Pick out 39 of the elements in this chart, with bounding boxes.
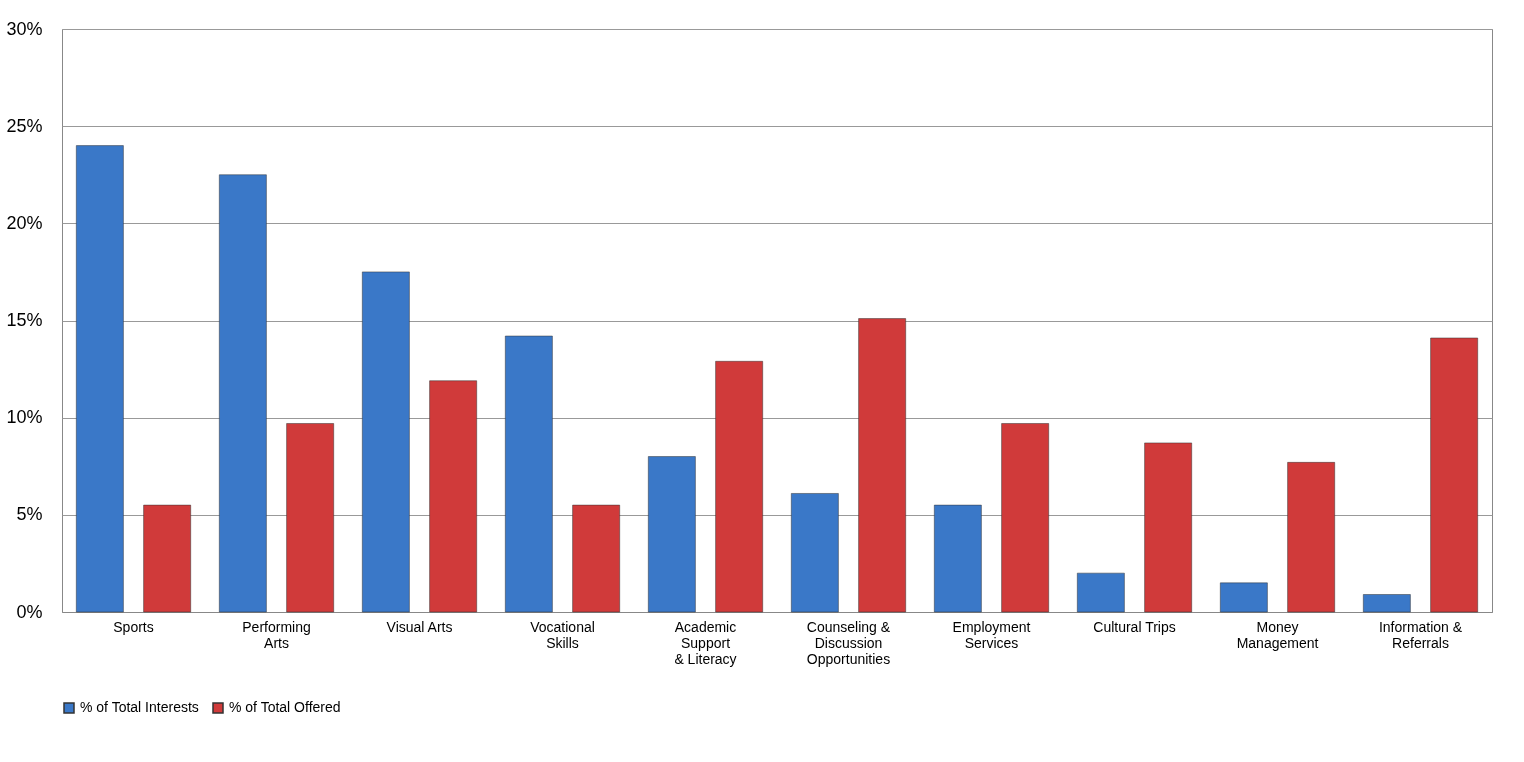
x-tick-label: Sports bbox=[113, 618, 154, 635]
bar bbox=[1144, 442, 1192, 613]
bar bbox=[429, 380, 477, 613]
bar bbox=[143, 504, 191, 613]
bar bbox=[362, 271, 410, 613]
y-tick-label: 5% bbox=[16, 504, 43, 525]
bar bbox=[572, 504, 620, 613]
y-tick-label: 0% bbox=[16, 601, 43, 622]
x-tick-label: Information & Referrals bbox=[1378, 618, 1463, 651]
bar bbox=[648, 456, 696, 613]
y-tick-label: 25% bbox=[6, 115, 43, 136]
bar bbox=[1077, 572, 1125, 613]
x-tick-label: Employment Services bbox=[952, 618, 1031, 651]
bar bbox=[715, 361, 763, 613]
bar bbox=[1220, 582, 1268, 613]
bar bbox=[505, 335, 553, 613]
bar bbox=[1430, 337, 1478, 613]
x-tick-label: Money Management bbox=[1236, 618, 1319, 651]
legend-label: % of Total Offered bbox=[229, 699, 341, 715]
bar bbox=[1363, 594, 1411, 613]
bar bbox=[76, 145, 124, 613]
bar bbox=[1287, 462, 1335, 613]
x-tick-label: Performing Arts bbox=[242, 618, 311, 651]
y-tick-label: 10% bbox=[6, 407, 43, 428]
bar bbox=[286, 423, 334, 613]
y-tick-label: 20% bbox=[6, 212, 43, 233]
x-tick-label: Academic Support & Literacy bbox=[674, 618, 737, 667]
x-tick-label: Counseling & Discussion Opportunities bbox=[806, 618, 891, 667]
bar bbox=[791, 493, 839, 613]
x-tick-label: Visual Arts bbox=[386, 618, 453, 635]
bar bbox=[219, 174, 267, 613]
bar bbox=[1001, 423, 1049, 613]
bar bbox=[858, 318, 906, 613]
x-tick-label: Vocational Skills bbox=[530, 618, 595, 651]
legend-label: % of Total Interests bbox=[80, 699, 199, 715]
x-tick-label: Cultural Trips bbox=[1093, 618, 1176, 635]
y-tick-label: 15% bbox=[6, 310, 43, 330]
y-tick-label: 30% bbox=[6, 18, 43, 39]
bar bbox=[934, 504, 982, 613]
